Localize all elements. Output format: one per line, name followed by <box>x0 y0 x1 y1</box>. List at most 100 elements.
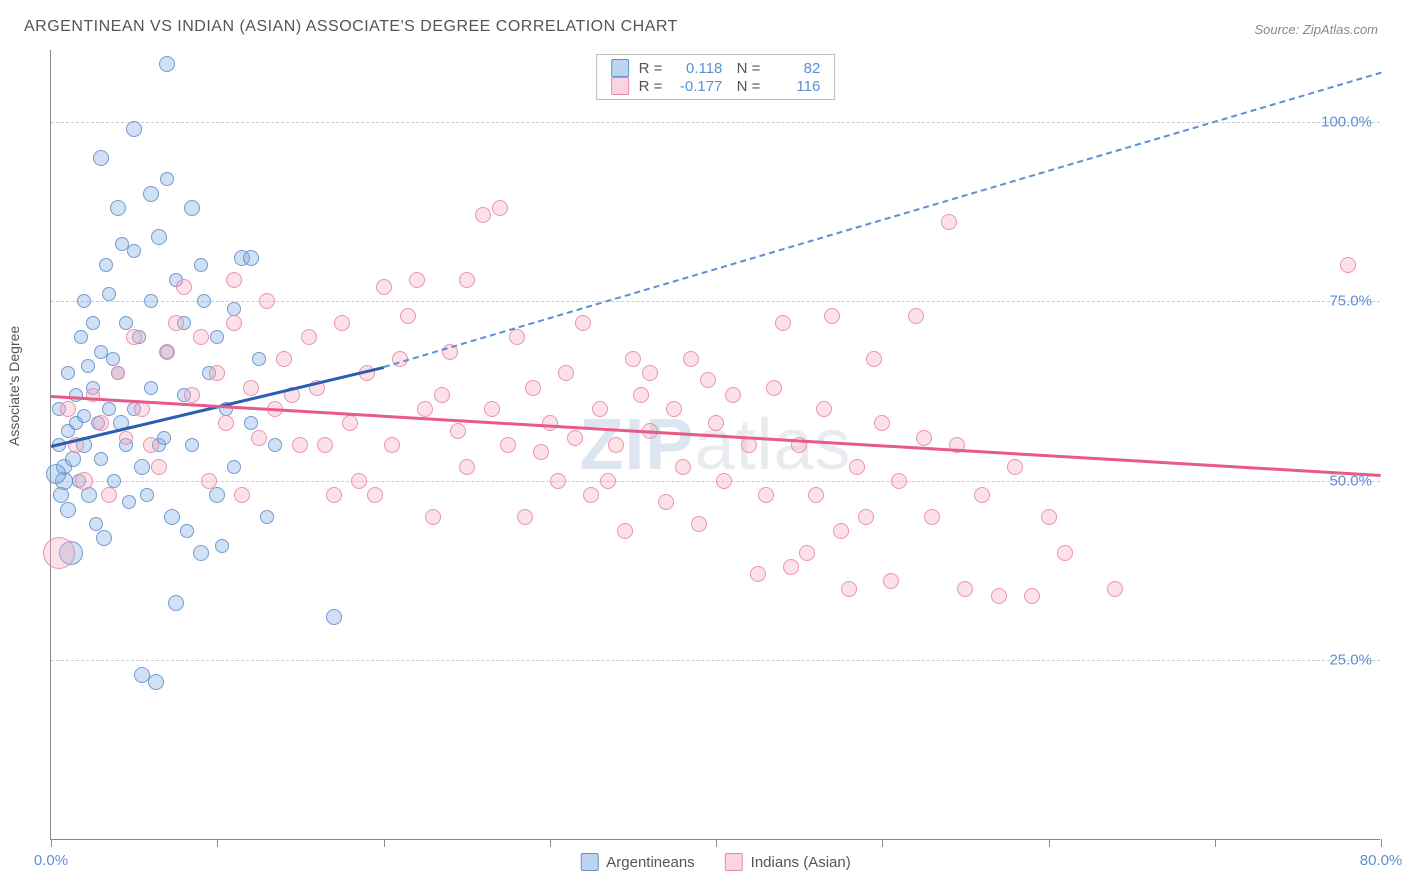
data-point <box>110 200 126 216</box>
data-point <box>159 344 175 360</box>
data-point <box>210 330 224 344</box>
data-point <box>716 473 732 489</box>
data-point <box>351 473 367 489</box>
data-point <box>409 272 425 288</box>
data-point <box>226 315 242 331</box>
data-point <box>974 487 990 503</box>
data-point <box>941 214 957 230</box>
x-tick <box>882 839 883 847</box>
data-point <box>134 401 150 417</box>
data-point <box>1024 588 1040 604</box>
data-point <box>484 401 500 417</box>
data-point <box>425 509 441 525</box>
data-point <box>658 494 674 510</box>
data-point <box>301 329 317 345</box>
data-point <box>164 509 180 525</box>
data-point <box>185 438 199 452</box>
data-point <box>209 487 225 503</box>
swatch-blue <box>580 853 598 871</box>
data-point <box>115 237 129 251</box>
data-point <box>642 365 658 381</box>
data-point <box>65 451 81 467</box>
data-point <box>292 437 308 453</box>
data-point <box>234 487 250 503</box>
swatch-blue <box>611 59 629 77</box>
data-point <box>400 308 416 324</box>
data-point <box>625 351 641 367</box>
data-point <box>459 459 475 475</box>
data-point <box>866 351 882 367</box>
data-point <box>592 401 608 417</box>
data-point <box>874 415 890 431</box>
data-point <box>617 523 633 539</box>
stat-r-value: 0.118 <box>672 60 722 77</box>
data-point <box>180 524 194 538</box>
data-point <box>492 200 508 216</box>
data-point <box>184 387 200 403</box>
data-point <box>766 380 782 396</box>
x-tick-label: 0.0% <box>34 852 68 869</box>
stat-n-value: 116 <box>770 78 820 95</box>
data-point <box>908 308 924 324</box>
data-point <box>126 329 142 345</box>
data-point <box>60 502 76 518</box>
data-point <box>916 430 932 446</box>
data-point <box>1107 581 1123 597</box>
data-point <box>107 474 121 488</box>
data-point <box>74 330 88 344</box>
stat-label-n: N = <box>732 60 760 77</box>
data-point <box>134 459 150 475</box>
data-point <box>417 401 433 417</box>
data-point <box>144 294 158 308</box>
data-point <box>991 588 1007 604</box>
data-point <box>127 244 141 258</box>
legend: Argentineans Indians (Asian) <box>580 853 850 871</box>
stat-r-value: -0.177 <box>672 78 722 95</box>
data-point <box>157 431 171 445</box>
data-point <box>193 545 209 561</box>
data-point <box>46 464 66 484</box>
data-point <box>326 487 342 503</box>
data-point <box>525 380 541 396</box>
data-point <box>342 415 358 431</box>
data-point <box>252 352 266 366</box>
data-point <box>775 315 791 331</box>
x-tick <box>1049 839 1050 847</box>
data-point <box>101 487 117 503</box>
data-point <box>276 351 292 367</box>
data-point <box>106 352 120 366</box>
data-point <box>783 559 799 575</box>
source-attribution: Source: ZipAtlas.com <box>1254 22 1378 37</box>
data-point <box>244 416 258 430</box>
data-point <box>608 437 624 453</box>
data-point <box>260 510 274 524</box>
data-point <box>119 431 133 445</box>
data-point <box>750 566 766 582</box>
data-point <box>77 409 91 423</box>
x-tick <box>716 839 717 847</box>
data-point <box>193 329 209 345</box>
data-point <box>75 472 93 490</box>
data-point <box>957 581 973 597</box>
data-point <box>119 316 133 330</box>
data-point <box>197 294 211 308</box>
data-point <box>700 372 716 388</box>
data-point <box>833 523 849 539</box>
gridline <box>51 660 1380 661</box>
trend-line <box>383 72 1381 368</box>
data-point <box>61 366 75 380</box>
stats-row: R = 0.118 N = 82 <box>611 59 821 77</box>
data-point <box>575 315 591 331</box>
data-point <box>1007 459 1023 475</box>
data-point <box>184 200 200 216</box>
data-point <box>808 487 824 503</box>
data-point <box>450 423 466 439</box>
data-point <box>201 473 217 489</box>
data-point <box>1041 509 1057 525</box>
data-point <box>102 402 116 416</box>
data-point <box>841 581 857 597</box>
data-point <box>367 487 383 503</box>
legend-item: Indians (Asian) <box>725 853 851 871</box>
data-point <box>144 381 158 395</box>
data-point <box>168 315 184 331</box>
